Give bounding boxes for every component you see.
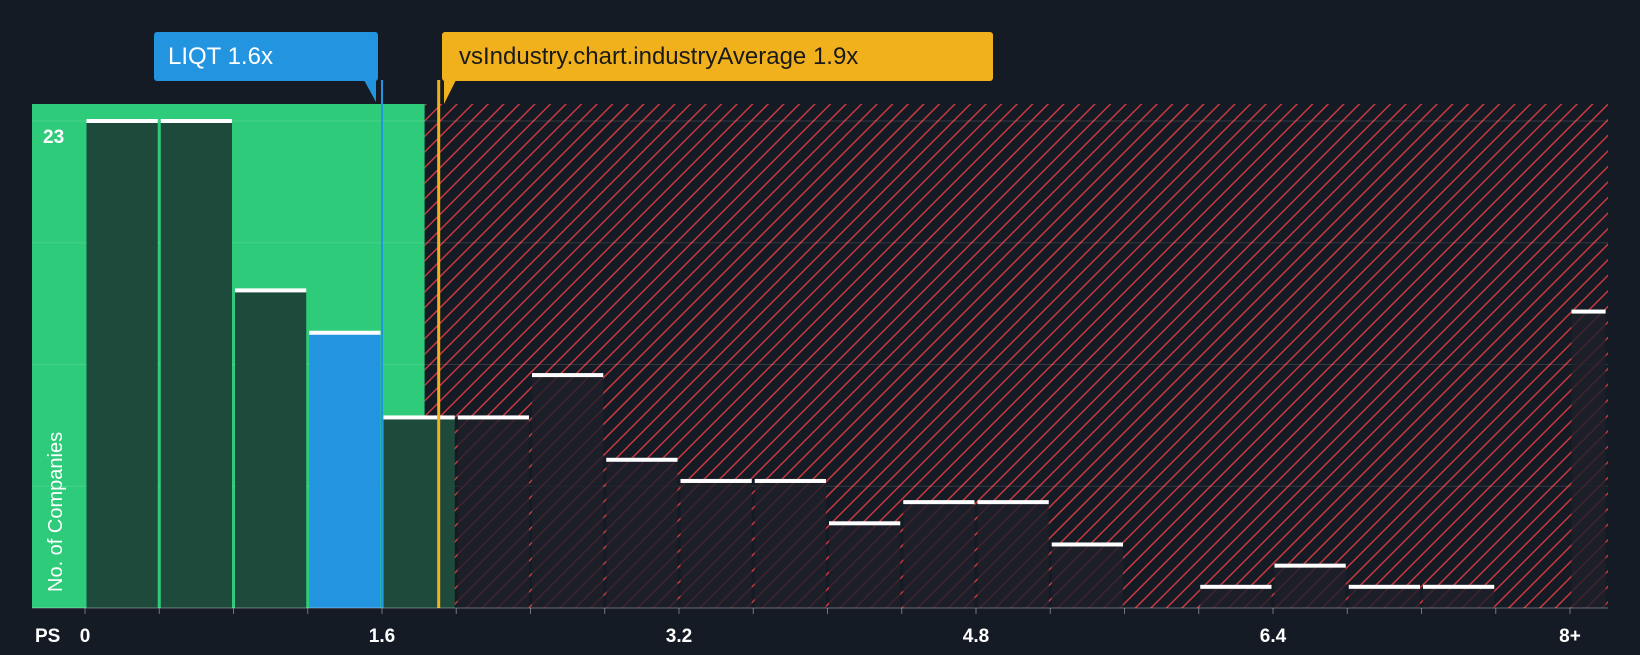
- company-callout-label: LIQT 1.6x: [168, 43, 273, 70]
- company-callout-pointer: [364, 80, 376, 102]
- bar-cap-2: [235, 288, 307, 293]
- bar-cap-6: [532, 373, 604, 378]
- bar-cap-18: [1423, 584, 1495, 589]
- bar-17: [1348, 586, 1420, 608]
- bar-12: [977, 502, 1049, 608]
- bar-13: [1051, 544, 1123, 608]
- company-callout-box: [154, 32, 378, 81]
- company-callout: LIQT 1.6x: [154, 32, 378, 102]
- bar-cap-3: [309, 330, 381, 335]
- bar-20: [1571, 311, 1606, 608]
- industry-callout-label: vsIndustry.chart.industryAverage 1.9x: [459, 43, 858, 70]
- y-axis-title: No. of Companies: [45, 432, 67, 592]
- bar-cap-8: [680, 478, 752, 483]
- x-tick-label-4: 6.4: [1260, 626, 1287, 647]
- bar-16: [1274, 565, 1346, 608]
- bar-cap-20: [1571, 309, 1606, 314]
- bar-cap-16: [1274, 563, 1346, 568]
- bar-15: [1200, 586, 1272, 608]
- bar-cap-1: [160, 119, 232, 123]
- industry-callout: vsIndustry.chart.industryAverage 1.9x: [442, 32, 993, 104]
- bar-cap-9: [754, 478, 826, 483]
- bar-cap-12: [977, 500, 1049, 505]
- x-tick-label-3: 4.8: [963, 626, 989, 647]
- reference-lines: [381, 80, 441, 608]
- bar-11: [903, 502, 975, 608]
- industry-callout-pointer: [444, 80, 456, 104]
- bar-10: [829, 523, 901, 608]
- x-axis-label: PS: [35, 626, 60, 647]
- bar-cap-5: [457, 415, 529, 420]
- bar-6: [532, 375, 604, 608]
- bar-5: [457, 417, 529, 608]
- x-axis: PS 0 1.6 3.2 4.8 6.4 8+: [32, 607, 1608, 647]
- chart-labels: 23 No. of Companies: [43, 127, 67, 592]
- bar-cap-10: [829, 521, 901, 526]
- bar-cap-17: [1348, 584, 1420, 589]
- bar-cap-4: [383, 415, 455, 420]
- bar-0: [86, 121, 158, 608]
- bar-cap-0: [86, 119, 158, 123]
- bar-9: [754, 480, 826, 608]
- bar-cap-13: [1051, 542, 1123, 547]
- bar-7: [606, 459, 678, 608]
- bar-8: [680, 480, 752, 608]
- x-tick-label-0: 0: [80, 626, 91, 647]
- bar-1: [160, 121, 232, 608]
- histogram-bars: [86, 119, 1606, 608]
- x-tick-label-1: 1.6: [369, 626, 395, 647]
- bar-cap-11: [903, 500, 975, 505]
- bar-3: [309, 332, 381, 608]
- bar-2: [235, 290, 307, 608]
- x-tick-label-2: 3.2: [666, 626, 692, 647]
- x-tick-label-5: 8+: [1559, 626, 1581, 647]
- y-max-label: 23: [43, 127, 64, 148]
- bar-cap-15: [1200, 584, 1272, 589]
- callouts: LIQT 1.6x vsIndustry.chart.industryAvera…: [154, 32, 993, 104]
- bar-cap-7: [606, 457, 678, 462]
- bar-4: [383, 417, 455, 608]
- industry-callout-box: [442, 32, 993, 81]
- bar-18: [1423, 586, 1495, 608]
